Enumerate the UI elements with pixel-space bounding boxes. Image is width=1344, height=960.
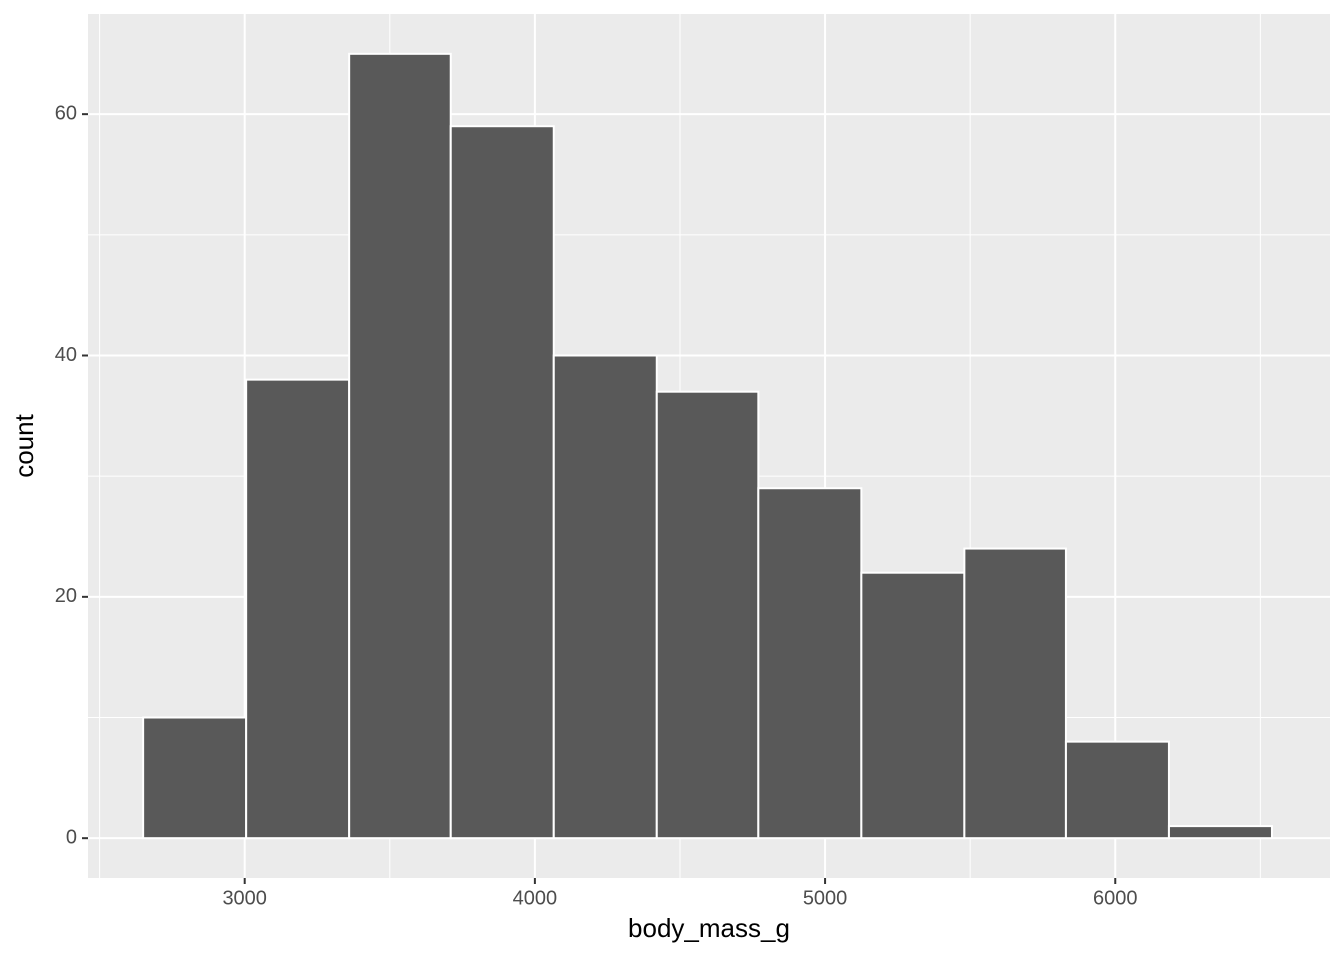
y-tick-label: 20 — [55, 585, 77, 607]
bar — [963, 547, 1067, 840]
x-tick-label: 5000 — [803, 887, 848, 909]
x-axis-title: body_mass_g — [628, 913, 790, 943]
bar — [757, 487, 863, 840]
bar — [245, 378, 351, 840]
bar — [142, 716, 248, 840]
y-axis-title: count — [9, 413, 39, 477]
y-tick-label: 60 — [55, 102, 77, 124]
x-tick-label: 6000 — [1093, 887, 1138, 909]
bar — [655, 390, 760, 840]
bar — [1167, 825, 1273, 840]
x-tick-label: 3000 — [222, 887, 267, 909]
bar — [860, 571, 966, 840]
y-tick-label: 40 — [55, 344, 77, 366]
x-tick-label: 4000 — [513, 887, 558, 909]
bar — [552, 354, 658, 840]
y-tick-label: 0 — [66, 826, 77, 848]
bar — [348, 52, 452, 840]
bar — [449, 125, 555, 840]
bar — [1064, 740, 1170, 840]
